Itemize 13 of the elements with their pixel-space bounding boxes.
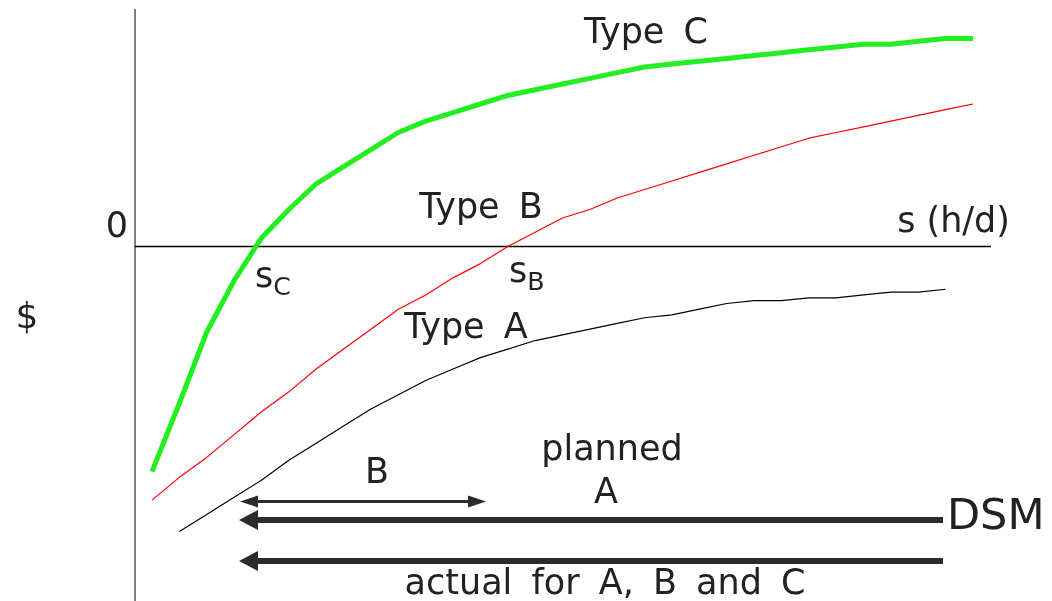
annotation: planned: [541, 428, 683, 468]
x-axis-title: s (h/d): [897, 200, 1010, 240]
y-axis-title: $: [15, 295, 39, 336]
annotation: B: [364, 451, 390, 491]
series-label: Type A: [403, 306, 528, 346]
annotation: s$_{B}$: [509, 250, 545, 296]
annotation: s$_{C}$: [255, 255, 291, 301]
annotation: DSM: [947, 489, 1045, 539]
text: 0: [105, 205, 128, 245]
text: actual for A, B and C: [404, 562, 806, 601]
series-label: Type B: [418, 186, 543, 226]
annotation: A: [594, 471, 619, 511]
series-label: Type C: [583, 11, 708, 51]
